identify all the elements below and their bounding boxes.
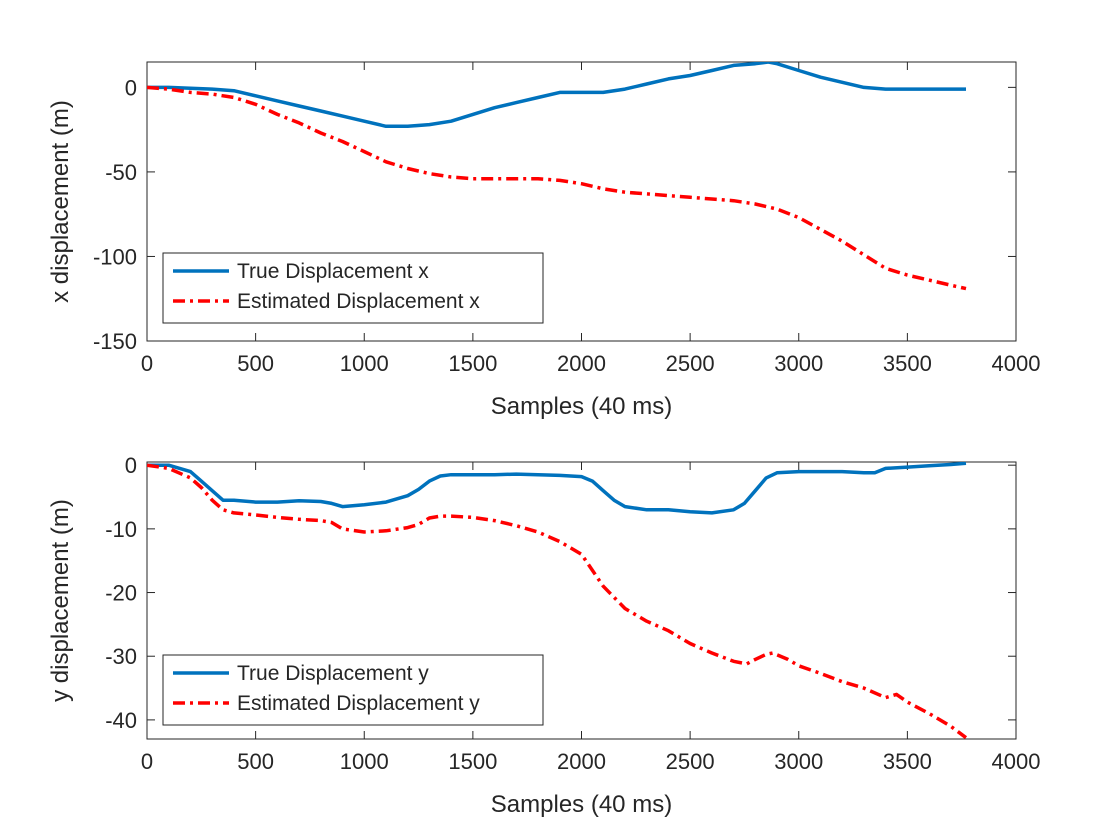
series-line-estimated [147, 463, 968, 739]
x-tick-label: 4000 [992, 351, 1041, 376]
legend-box [162, 654, 544, 726]
legend-entry-label: Estimated Displacement y [237, 692, 480, 715]
x-tick-label: 1500 [448, 351, 497, 376]
x-tick-label: 1500 [448, 749, 497, 774]
x-tick-label: 3000 [774, 749, 823, 774]
y-tick-label: -10 [105, 517, 137, 542]
y-tick-label: 0 [125, 75, 137, 100]
y-tick-label: -100 [93, 244, 137, 269]
y-tick-label: -20 [105, 581, 137, 606]
x-tick-label: 2500 [666, 351, 715, 376]
y-tick-label: -150 [93, 329, 137, 354]
legend: True Displacement x Estimated Displacemen… [162, 252, 544, 324]
x-tick-label: 3500 [883, 749, 932, 774]
x-tick-label: 2000 [557, 749, 606, 774]
x-tick-label: 2500 [666, 749, 715, 774]
series-line-estimated [147, 85, 967, 291]
x-tick-label: 500 [237, 749, 274, 774]
legend-entry-label: Estimated Displacement x [237, 290, 480, 313]
legend-entry-label: True Displacement y [237, 662, 429, 685]
series-line-true [147, 462, 967, 515]
y-axis-label: x displacement (m) [47, 100, 74, 303]
y-tick-label: -50 [105, 160, 137, 185]
x-tick-label: 1000 [340, 749, 389, 774]
x-axis-label: Samples (40 ms) [491, 393, 672, 420]
y-tick-label: -40 [105, 708, 137, 733]
x-tick-label: 0 [141, 351, 153, 376]
x-tick-label: 2000 [557, 351, 606, 376]
x-tick-label: 0 [141, 749, 153, 774]
x-tick-label: 3500 [883, 351, 932, 376]
legend-entry-label: True Displacement x [237, 260, 429, 283]
x-tick-label: 500 [237, 351, 274, 376]
x-tick-label: 3000 [774, 351, 823, 376]
legend-box [162, 252, 544, 324]
y-tick-label: 0 [125, 453, 137, 478]
series-line-true [147, 62, 966, 129]
legend: True Displacement y Estimated Displacemen… [162, 654, 544, 726]
x-axis-label: Samples (40 ms) [491, 791, 672, 818]
y-tick-label: -30 [105, 644, 137, 669]
x-tick-label: 4000 [992, 749, 1041, 774]
chart-x-displacement: 0 500 1000 1500 2000 2500 3000 3500 4000 0 -50 -100… [47, 61, 1041, 420]
y-axis-label: y displacement (m) [47, 499, 74, 702]
x-tick-label: 1000 [340, 351, 389, 376]
chart-y-displacement: 0 500 1000 1500 2000 2500 3000 3500 4000 0 -10 -20 -… [47, 453, 1040, 818]
